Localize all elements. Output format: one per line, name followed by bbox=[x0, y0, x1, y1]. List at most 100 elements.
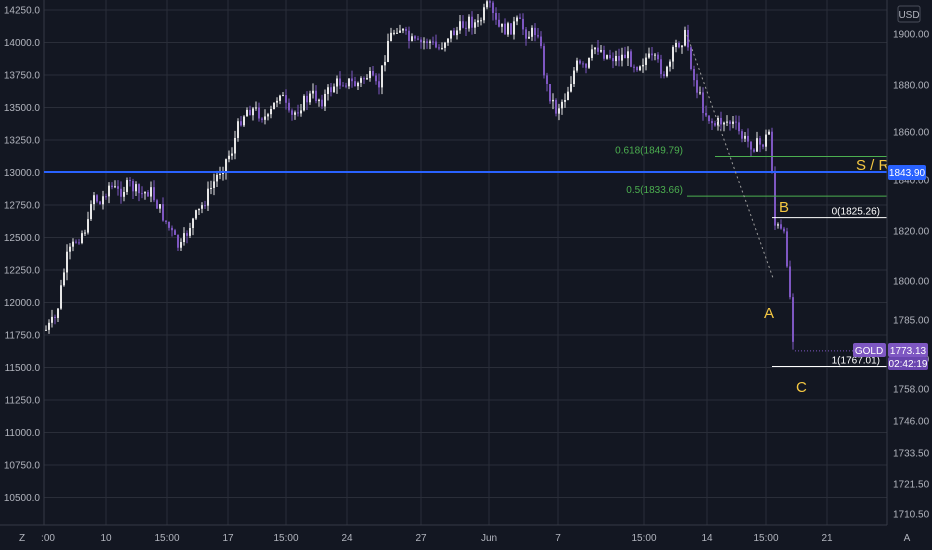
candle-body bbox=[408, 30, 410, 41]
candle-body bbox=[546, 75, 548, 84]
time-tick-label: 10 bbox=[100, 533, 112, 544]
candle-body bbox=[210, 187, 212, 189]
candle-body bbox=[783, 228, 785, 232]
candle-body bbox=[552, 99, 554, 102]
candle-body bbox=[717, 117, 719, 126]
time-axis-ticks: :00 10 15:00 17 15:00 24 27 Jun 7 15:00 14 15:00 21 bbox=[41, 533, 833, 544]
candle-body bbox=[588, 57, 590, 68]
candle-body bbox=[54, 316, 56, 318]
candle-body bbox=[483, 7, 485, 21]
candle-body bbox=[618, 55, 620, 61]
candle-body bbox=[90, 204, 92, 220]
candle-body bbox=[663, 74, 665, 77]
candle-body bbox=[354, 81, 356, 87]
candle-body bbox=[666, 66, 668, 77]
candle-body bbox=[720, 117, 722, 125]
candle-body bbox=[759, 138, 761, 145]
candle-body bbox=[93, 195, 95, 205]
candle-body bbox=[156, 200, 158, 209]
candle-body bbox=[492, 2, 494, 13]
left-tick-label: 10500.0 bbox=[4, 493, 41, 504]
left-tick-label: 11500.0 bbox=[5, 363, 41, 374]
candle-body bbox=[348, 78, 350, 87]
currency-label: USD bbox=[898, 10, 919, 21]
countdown-tag bbox=[888, 357, 928, 370]
candle-body bbox=[282, 95, 284, 97]
candle-body bbox=[426, 41, 428, 43]
candle-body bbox=[120, 188, 122, 197]
candle-body bbox=[174, 230, 176, 235]
candle-body bbox=[339, 78, 341, 86]
time-axis-panel[interactable] bbox=[0, 525, 932, 550]
candle-body bbox=[702, 92, 704, 114]
time-tick-label: 17 bbox=[222, 533, 234, 544]
candle-body bbox=[726, 121, 728, 123]
left-tick-label: 11750.0 bbox=[5, 331, 41, 342]
candle-body bbox=[183, 233, 185, 243]
candle-body bbox=[228, 155, 230, 160]
candle-body bbox=[327, 87, 329, 94]
candle-body bbox=[774, 171, 776, 226]
candle-body bbox=[453, 30, 455, 36]
candle-body bbox=[612, 58, 614, 62]
candle-body bbox=[315, 90, 317, 102]
left-tick-label: 12000.0 bbox=[4, 298, 41, 309]
candle-body bbox=[432, 41, 434, 43]
candle-body bbox=[765, 134, 767, 147]
candle-body bbox=[504, 23, 506, 35]
time-tick-label: 15:00 bbox=[631, 533, 656, 544]
candle-body bbox=[606, 55, 608, 59]
candle-body bbox=[216, 174, 218, 182]
candle-body bbox=[477, 20, 479, 23]
candle-body bbox=[270, 109, 272, 115]
candle-body bbox=[111, 185, 113, 188]
auto-scale-a[interactable]: A bbox=[904, 533, 911, 544]
candle-body bbox=[699, 92, 701, 94]
candle-body bbox=[396, 32, 398, 34]
timezone-z[interactable]: Z bbox=[19, 533, 25, 544]
candle-body bbox=[573, 70, 575, 85]
candle-body bbox=[786, 231, 788, 267]
candle-body bbox=[576, 60, 578, 71]
right-tick-label: 1758.00 bbox=[893, 385, 930, 396]
time-tick-label: 14 bbox=[701, 533, 713, 544]
candle-body bbox=[381, 65, 383, 88]
candle-body bbox=[366, 78, 368, 80]
candle-body bbox=[456, 30, 458, 36]
candle-body bbox=[318, 99, 320, 102]
currency-badge[interactable] bbox=[897, 5, 921, 23]
candle-body bbox=[600, 50, 602, 52]
candle-body bbox=[45, 329, 47, 331]
candle-body bbox=[435, 41, 437, 48]
candle-body bbox=[555, 99, 557, 114]
candle-body bbox=[729, 121, 731, 124]
candle-body bbox=[105, 196, 107, 198]
candle-body bbox=[486, 1, 488, 8]
candle-body bbox=[201, 205, 203, 209]
candle-body bbox=[753, 149, 755, 152]
candle-body bbox=[237, 121, 239, 138]
right-tick-label: 1900.00 bbox=[893, 30, 930, 41]
candle-body bbox=[531, 27, 533, 37]
right-tick-label: 1820.00 bbox=[893, 227, 930, 238]
wave-label-b: B bbox=[779, 199, 789, 216]
fib-level-label: 0(1825.26) bbox=[832, 207, 880, 218]
candle-body bbox=[723, 122, 725, 125]
candle-body bbox=[312, 90, 314, 94]
left-tick-label: 13750.0 bbox=[4, 71, 41, 82]
candle-body bbox=[582, 63, 584, 65]
candles bbox=[45, 0, 794, 350]
candle-body bbox=[471, 16, 473, 28]
candle-body bbox=[345, 85, 347, 87]
candle-body bbox=[249, 109, 251, 116]
candle-body bbox=[771, 131, 773, 172]
right-tick-label: 1880.00 bbox=[893, 81, 930, 92]
candle-body bbox=[474, 22, 476, 28]
candle-body bbox=[528, 36, 530, 39]
right-axis-panel[interactable] bbox=[887, 0, 932, 525]
candle-body bbox=[96, 195, 98, 202]
candle-body bbox=[294, 112, 296, 115]
candle-body bbox=[450, 30, 452, 39]
left-tick-label: 14000.0 bbox=[4, 38, 41, 49]
